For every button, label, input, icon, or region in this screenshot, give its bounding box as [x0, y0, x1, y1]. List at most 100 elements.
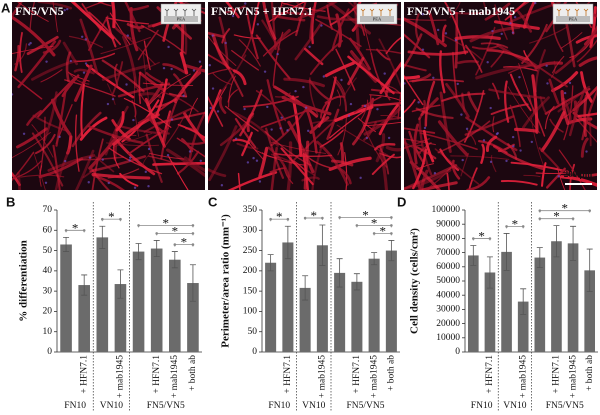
cell: [12, 151, 35, 182]
cell: [142, 152, 152, 168]
bar: [484, 272, 496, 352]
nucleus: [432, 76, 435, 80]
cell: [95, 156, 115, 173]
cell: [71, 111, 102, 148]
cell: [97, 2, 112, 7]
cell: [37, 76, 77, 118]
cell: [581, 89, 597, 141]
nucleus: [133, 186, 137, 189]
cell: [371, 153, 395, 176]
cell: [81, 3, 102, 31]
cell: [208, 68, 228, 75]
y-tick-label: 100: [243, 307, 258, 317]
cell: [121, 125, 170, 135]
cell: [397, 94, 401, 120]
cell: [538, 147, 560, 170]
cell: [268, 28, 291, 55]
y-tick-label: 10: [43, 327, 53, 337]
nucleus: [279, 127, 282, 130]
nucleus: [258, 180, 262, 183]
image-label: FN5/VN5: [15, 4, 64, 18]
x-tick-label: + HFN7.1: [79, 355, 89, 394]
cell: [91, 172, 151, 180]
cell: [271, 141, 327, 154]
cell: [208, 35, 237, 67]
bracket-end: [372, 232, 376, 235]
bracket-end: [155, 232, 158, 235]
x-tick-label: + HFN7.1: [352, 355, 362, 394]
cell: [404, 138, 422, 190]
cell: [580, 137, 589, 158]
cell: [540, 162, 547, 187]
cell: [446, 172, 450, 190]
cell: [54, 148, 71, 190]
cell: [415, 107, 454, 119]
bracket-end: [191, 224, 195, 227]
y-axis-title: Cell density (cells/cm²): [409, 228, 421, 334]
cell: [493, 20, 540, 30]
bar: [282, 242, 294, 352]
cell: [232, 69, 247, 86]
cell: [465, 44, 483, 73]
cell: [303, 47, 324, 66]
inset-substrate: [360, 16, 394, 22]
cell: [363, 120, 377, 141]
nucleus: [107, 181, 110, 185]
bracket-end: [101, 217, 104, 221]
cell: [31, 59, 77, 81]
cell: [68, 35, 103, 49]
error-bar: [99, 225, 106, 249]
cell: [449, 2, 461, 18]
cell: [273, 2, 283, 22]
cell: [551, 71, 579, 93]
nucleus: [231, 14, 235, 18]
nucleus: [482, 139, 486, 142]
group-label: FN10: [64, 401, 86, 411]
x-tick-label: + both ab: [585, 355, 595, 391]
cell: [283, 77, 325, 88]
nucleus: [322, 75, 326, 78]
cell: [471, 45, 499, 50]
cell: [237, 172, 241, 190]
cell: [89, 155, 147, 173]
cell: [145, 133, 163, 183]
cell: [295, 2, 307, 37]
nucleus: [585, 150, 588, 153]
cell: [140, 24, 186, 54]
cell: [101, 59, 145, 93]
inset-substrate: [164, 16, 198, 22]
cell: [478, 139, 508, 154]
group-label: VN10: [100, 401, 123, 411]
cell: [255, 90, 287, 122]
cell: [111, 61, 124, 95]
cell: [124, 2, 141, 33]
nucleus: [383, 72, 386, 75]
y-tick-label: 70: [43, 205, 53, 215]
bracket-end: [588, 209, 591, 212]
x-tick-label: + HFN7.1: [552, 355, 562, 394]
cell: [155, 98, 178, 108]
nucleus: [280, 116, 283, 119]
cell: [286, 141, 293, 190]
bar: [114, 284, 127, 352]
nucleus: [534, 2, 537, 5]
cell: [416, 181, 458, 190]
nucleus: [246, 161, 250, 164]
significance-label: *: [362, 207, 369, 222]
bracket-end: [538, 217, 542, 220]
significance-label: *: [562, 201, 569, 216]
cell: [507, 143, 518, 160]
cell: [101, 64, 149, 81]
inset-label: PEA: [177, 17, 186, 22]
cell: [560, 175, 597, 187]
significance-label: *: [108, 209, 115, 224]
cell: [488, 88, 546, 100]
y-tick-label: 40000: [436, 290, 460, 300]
x-tick-label: + mab1945: [170, 355, 180, 398]
cell: [91, 138, 104, 190]
cell: [262, 2, 277, 41]
cell: [360, 99, 369, 120]
nucleus: [129, 156, 132, 159]
y-tick-label: 50: [248, 327, 258, 337]
nucleus: [147, 185, 150, 188]
